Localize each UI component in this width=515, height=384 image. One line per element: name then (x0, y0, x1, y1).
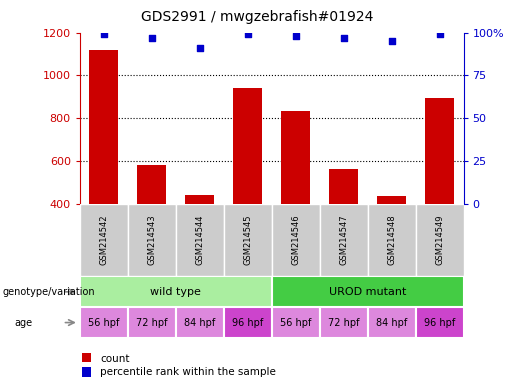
Text: 96 hpf: 96 hpf (232, 318, 263, 328)
Bar (272, 204, 320, 276)
Text: 56 hpf: 56 hpf (88, 318, 119, 328)
Text: 96 hpf: 96 hpf (424, 318, 455, 328)
Text: 72 hpf: 72 hpf (136, 318, 167, 328)
Bar (281, 111, 310, 289)
Text: 56 hpf: 56 hpf (280, 318, 312, 328)
Bar (368, 204, 416, 276)
Bar (272, 276, 464, 307)
Bar (377, 196, 406, 289)
Bar (416, 204, 464, 276)
Bar (80, 204, 128, 276)
Text: count: count (100, 354, 130, 364)
Text: GSM214542: GSM214542 (99, 215, 108, 265)
Bar (82, 367, 91, 377)
Text: GSM214547: GSM214547 (339, 215, 348, 265)
Bar (320, 204, 368, 276)
Text: 84 hpf: 84 hpf (376, 318, 407, 328)
Text: GSM214545: GSM214545 (243, 215, 252, 265)
Bar (320, 307, 368, 338)
Bar (138, 165, 166, 289)
Point (196, 45, 204, 51)
Text: 72 hpf: 72 hpf (328, 318, 359, 328)
Bar (185, 195, 214, 289)
Point (435, 31, 443, 37)
Bar (128, 204, 176, 276)
Text: GDS2991 / mwgzebrafish#01924: GDS2991 / mwgzebrafish#01924 (141, 10, 374, 23)
Bar (128, 307, 176, 338)
Text: 84 hpf: 84 hpf (184, 318, 215, 328)
Text: GSM214546: GSM214546 (291, 215, 300, 265)
Point (339, 35, 348, 41)
Text: wild type: wild type (150, 287, 201, 297)
Point (244, 31, 252, 37)
Bar (224, 204, 272, 276)
Point (291, 33, 300, 39)
Bar (176, 307, 224, 338)
Point (387, 38, 396, 44)
Text: GSM214549: GSM214549 (435, 215, 444, 265)
Point (100, 31, 108, 37)
Bar (90, 50, 118, 289)
Bar (416, 307, 464, 338)
Bar (224, 307, 272, 338)
Text: UROD mutant: UROD mutant (329, 287, 406, 297)
Bar (233, 88, 262, 289)
Point (148, 35, 156, 41)
Bar (368, 307, 416, 338)
Text: GSM214543: GSM214543 (147, 215, 156, 265)
Text: age: age (14, 318, 32, 328)
Bar (80, 307, 128, 338)
Bar (176, 204, 224, 276)
Text: percentile rank within the sample: percentile rank within the sample (100, 367, 277, 377)
Bar (80, 276, 272, 307)
Bar (329, 169, 358, 289)
Bar (82, 353, 91, 362)
Text: GSM214548: GSM214548 (387, 215, 396, 265)
Text: genotype/variation: genotype/variation (3, 287, 95, 297)
Bar (425, 98, 454, 289)
Bar (272, 307, 320, 338)
Text: GSM214544: GSM214544 (195, 215, 204, 265)
